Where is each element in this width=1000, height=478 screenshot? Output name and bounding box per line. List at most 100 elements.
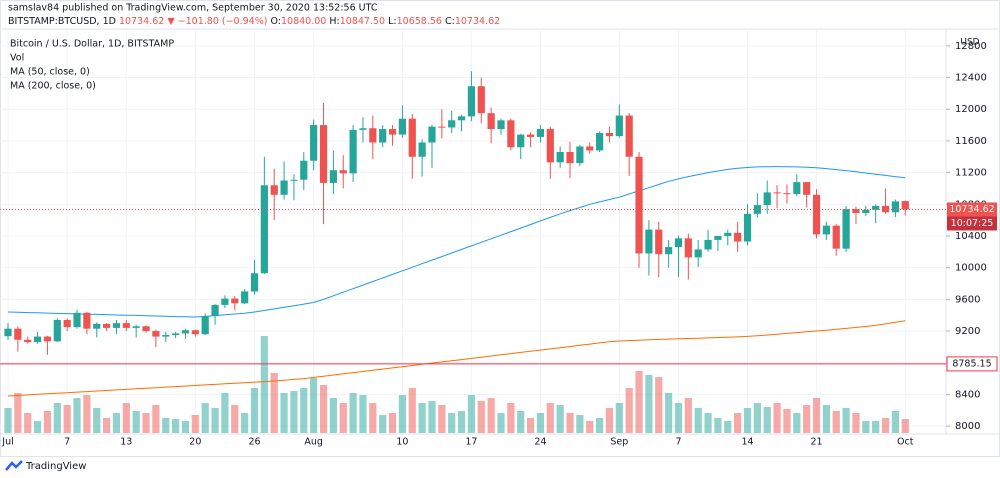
y-tick-label: 10000 bbox=[955, 263, 987, 274]
ma-line bbox=[7, 320, 906, 397]
volume-bar bbox=[803, 405, 811, 433]
x-tick-label: Sep bbox=[610, 437, 628, 448]
candle-body bbox=[349, 129, 357, 174]
candle-body bbox=[132, 326, 140, 328]
candle-body bbox=[73, 312, 81, 328]
candle-body bbox=[162, 335, 170, 337]
candle-body bbox=[704, 239, 712, 250]
volume-bar bbox=[428, 401, 436, 433]
last-price-box bbox=[947, 202, 997, 217]
candle-body bbox=[270, 185, 278, 195]
candle-body bbox=[852, 209, 860, 214]
candle-body bbox=[842, 209, 850, 249]
volume-bar bbox=[221, 393, 229, 433]
volume-bar bbox=[556, 405, 564, 433]
x-tick-label: 21 bbox=[810, 437, 822, 448]
x-tick-label: 26 bbox=[248, 437, 260, 448]
y-tick-label: 9200 bbox=[955, 326, 980, 337]
candle-body bbox=[487, 113, 495, 130]
volume-bar bbox=[319, 385, 328, 433]
volume-bar bbox=[743, 408, 752, 433]
volume-bar bbox=[349, 393, 357, 433]
candle-body bbox=[546, 129, 554, 163]
candle-body bbox=[310, 125, 318, 161]
volume-bar bbox=[132, 411, 140, 433]
x-tick-label: Oct bbox=[897, 437, 914, 448]
candle-body bbox=[832, 225, 840, 249]
candle-body bbox=[596, 132, 604, 151]
candle-body bbox=[576, 146, 584, 164]
volume-bar bbox=[14, 393, 22, 433]
volume-bar bbox=[645, 375, 653, 433]
volume-bar bbox=[172, 419, 180, 433]
volume-bar bbox=[773, 403, 781, 433]
candle-body bbox=[773, 192, 781, 194]
candle-body bbox=[665, 247, 673, 255]
volume-bar bbox=[714, 418, 722, 433]
y-tick-label: 12800 bbox=[955, 41, 987, 52]
x-tick-label: Jul bbox=[1, 437, 13, 448]
volume-bar bbox=[536, 413, 545, 433]
candle-body bbox=[763, 192, 771, 206]
candle-body bbox=[231, 298, 239, 304]
volume-bar bbox=[605, 408, 614, 433]
candle-body bbox=[457, 116, 466, 121]
candle-body bbox=[369, 128, 377, 143]
volume-bar bbox=[369, 403, 377, 433]
volume-bar bbox=[388, 413, 397, 433]
volume-bar bbox=[93, 408, 101, 433]
hline-label-box bbox=[946, 356, 998, 372]
volume-bar bbox=[231, 405, 239, 433]
volume-bar bbox=[753, 403, 761, 433]
volume-bar bbox=[448, 413, 456, 433]
h: 10847.50 bbox=[340, 16, 385, 27]
candle-body bbox=[743, 213, 752, 242]
h-label: H: bbox=[329, 16, 339, 27]
volume-bar bbox=[872, 421, 880, 433]
candle-body bbox=[674, 238, 683, 248]
volume-bar bbox=[734, 413, 742, 433]
volume-bar bbox=[576, 415, 584, 433]
candle-body bbox=[793, 182, 801, 194]
y-tick-label: 8000 bbox=[955, 421, 980, 432]
candle-body bbox=[53, 319, 61, 342]
candle-body bbox=[300, 160, 308, 180]
volume-bar bbox=[862, 421, 870, 433]
volume-bar bbox=[852, 413, 860, 433]
volume-bar bbox=[201, 403, 209, 433]
countdown-box bbox=[947, 216, 997, 231]
volume-bar bbox=[674, 403, 683, 433]
volume-bar bbox=[211, 408, 219, 433]
candle-body bbox=[221, 298, 229, 305]
x-tick-label: 20 bbox=[189, 437, 201, 448]
vol-legend: Vol bbox=[10, 53, 24, 64]
volume-bar bbox=[517, 411, 525, 433]
candle-body bbox=[260, 185, 268, 274]
volume-bar bbox=[53, 403, 61, 433]
candle-body bbox=[517, 134, 525, 148]
volume-bar bbox=[339, 403, 347, 433]
candle-body bbox=[862, 209, 870, 214]
candle-body bbox=[191, 330, 199, 335]
volume-bar bbox=[832, 411, 840, 433]
brand: TradingView bbox=[25, 461, 86, 472]
volume-bar bbox=[596, 418, 604, 433]
volume-bar bbox=[300, 388, 308, 433]
candle-body bbox=[250, 273, 259, 292]
volume-bar bbox=[497, 413, 505, 433]
last: 10734.62 bbox=[119, 16, 164, 27]
candle-body bbox=[684, 238, 692, 258]
volume-bar bbox=[379, 415, 387, 433]
candle-body bbox=[438, 126, 446, 128]
volume-bar bbox=[73, 398, 81, 433]
candle-body bbox=[379, 129, 387, 143]
candle-body bbox=[24, 339, 32, 343]
candle-body bbox=[112, 323, 121, 328]
volume-bar bbox=[250, 388, 259, 433]
volume-bar bbox=[586, 421, 594, 433]
candle-body bbox=[783, 193, 791, 195]
publisher: samslav84 published on TradingView.com, … bbox=[8, 3, 378, 14]
volume-bar bbox=[546, 403, 554, 433]
logo-icon bbox=[5, 460, 23, 471]
